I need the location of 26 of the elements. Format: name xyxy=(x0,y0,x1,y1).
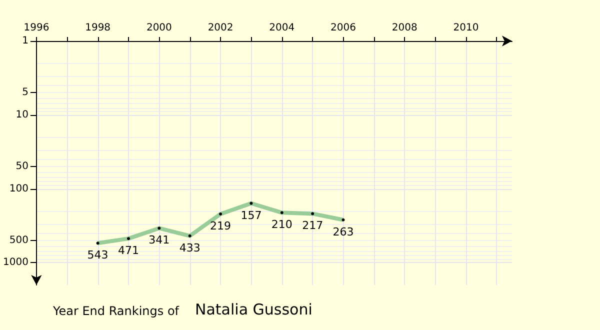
data-label: 263 xyxy=(332,225,354,238)
text: Natalia Gussoni xyxy=(195,300,312,318)
data-label: 219 xyxy=(210,219,232,232)
data-label: 543 xyxy=(87,248,108,262)
text: Year End Rankings of xyxy=(52,304,180,318)
y-tick-label: 500 xyxy=(9,235,28,246)
data-label: 217 xyxy=(302,219,324,232)
data-label: 157 xyxy=(240,208,262,222)
x-tick-label: 2002 xyxy=(208,22,234,34)
x-tick-label: 2008 xyxy=(392,22,418,34)
y-tick-label: 5 xyxy=(22,87,28,98)
x-tick-label: 2004 xyxy=(269,22,295,34)
data-label: 341 xyxy=(148,234,170,247)
x-tick-label: 2006 xyxy=(330,22,356,34)
y-tick-label: 50 xyxy=(16,161,28,172)
y-tick-label: 1 xyxy=(22,36,28,46)
x-tick-label: 1998 xyxy=(85,22,111,34)
x-tick-label: 1996 xyxy=(24,22,50,34)
y-tick-label: 1000 xyxy=(2,257,28,268)
y-tick-label: 10 xyxy=(16,109,28,120)
x-tick-label: 2000 xyxy=(146,22,172,34)
data-label: 210 xyxy=(271,218,292,232)
x-tick-label: 2010 xyxy=(453,22,479,34)
y-tick-label: 100 xyxy=(9,183,28,194)
data-label: 433 xyxy=(179,241,200,254)
data-label: 471 xyxy=(118,244,139,258)
